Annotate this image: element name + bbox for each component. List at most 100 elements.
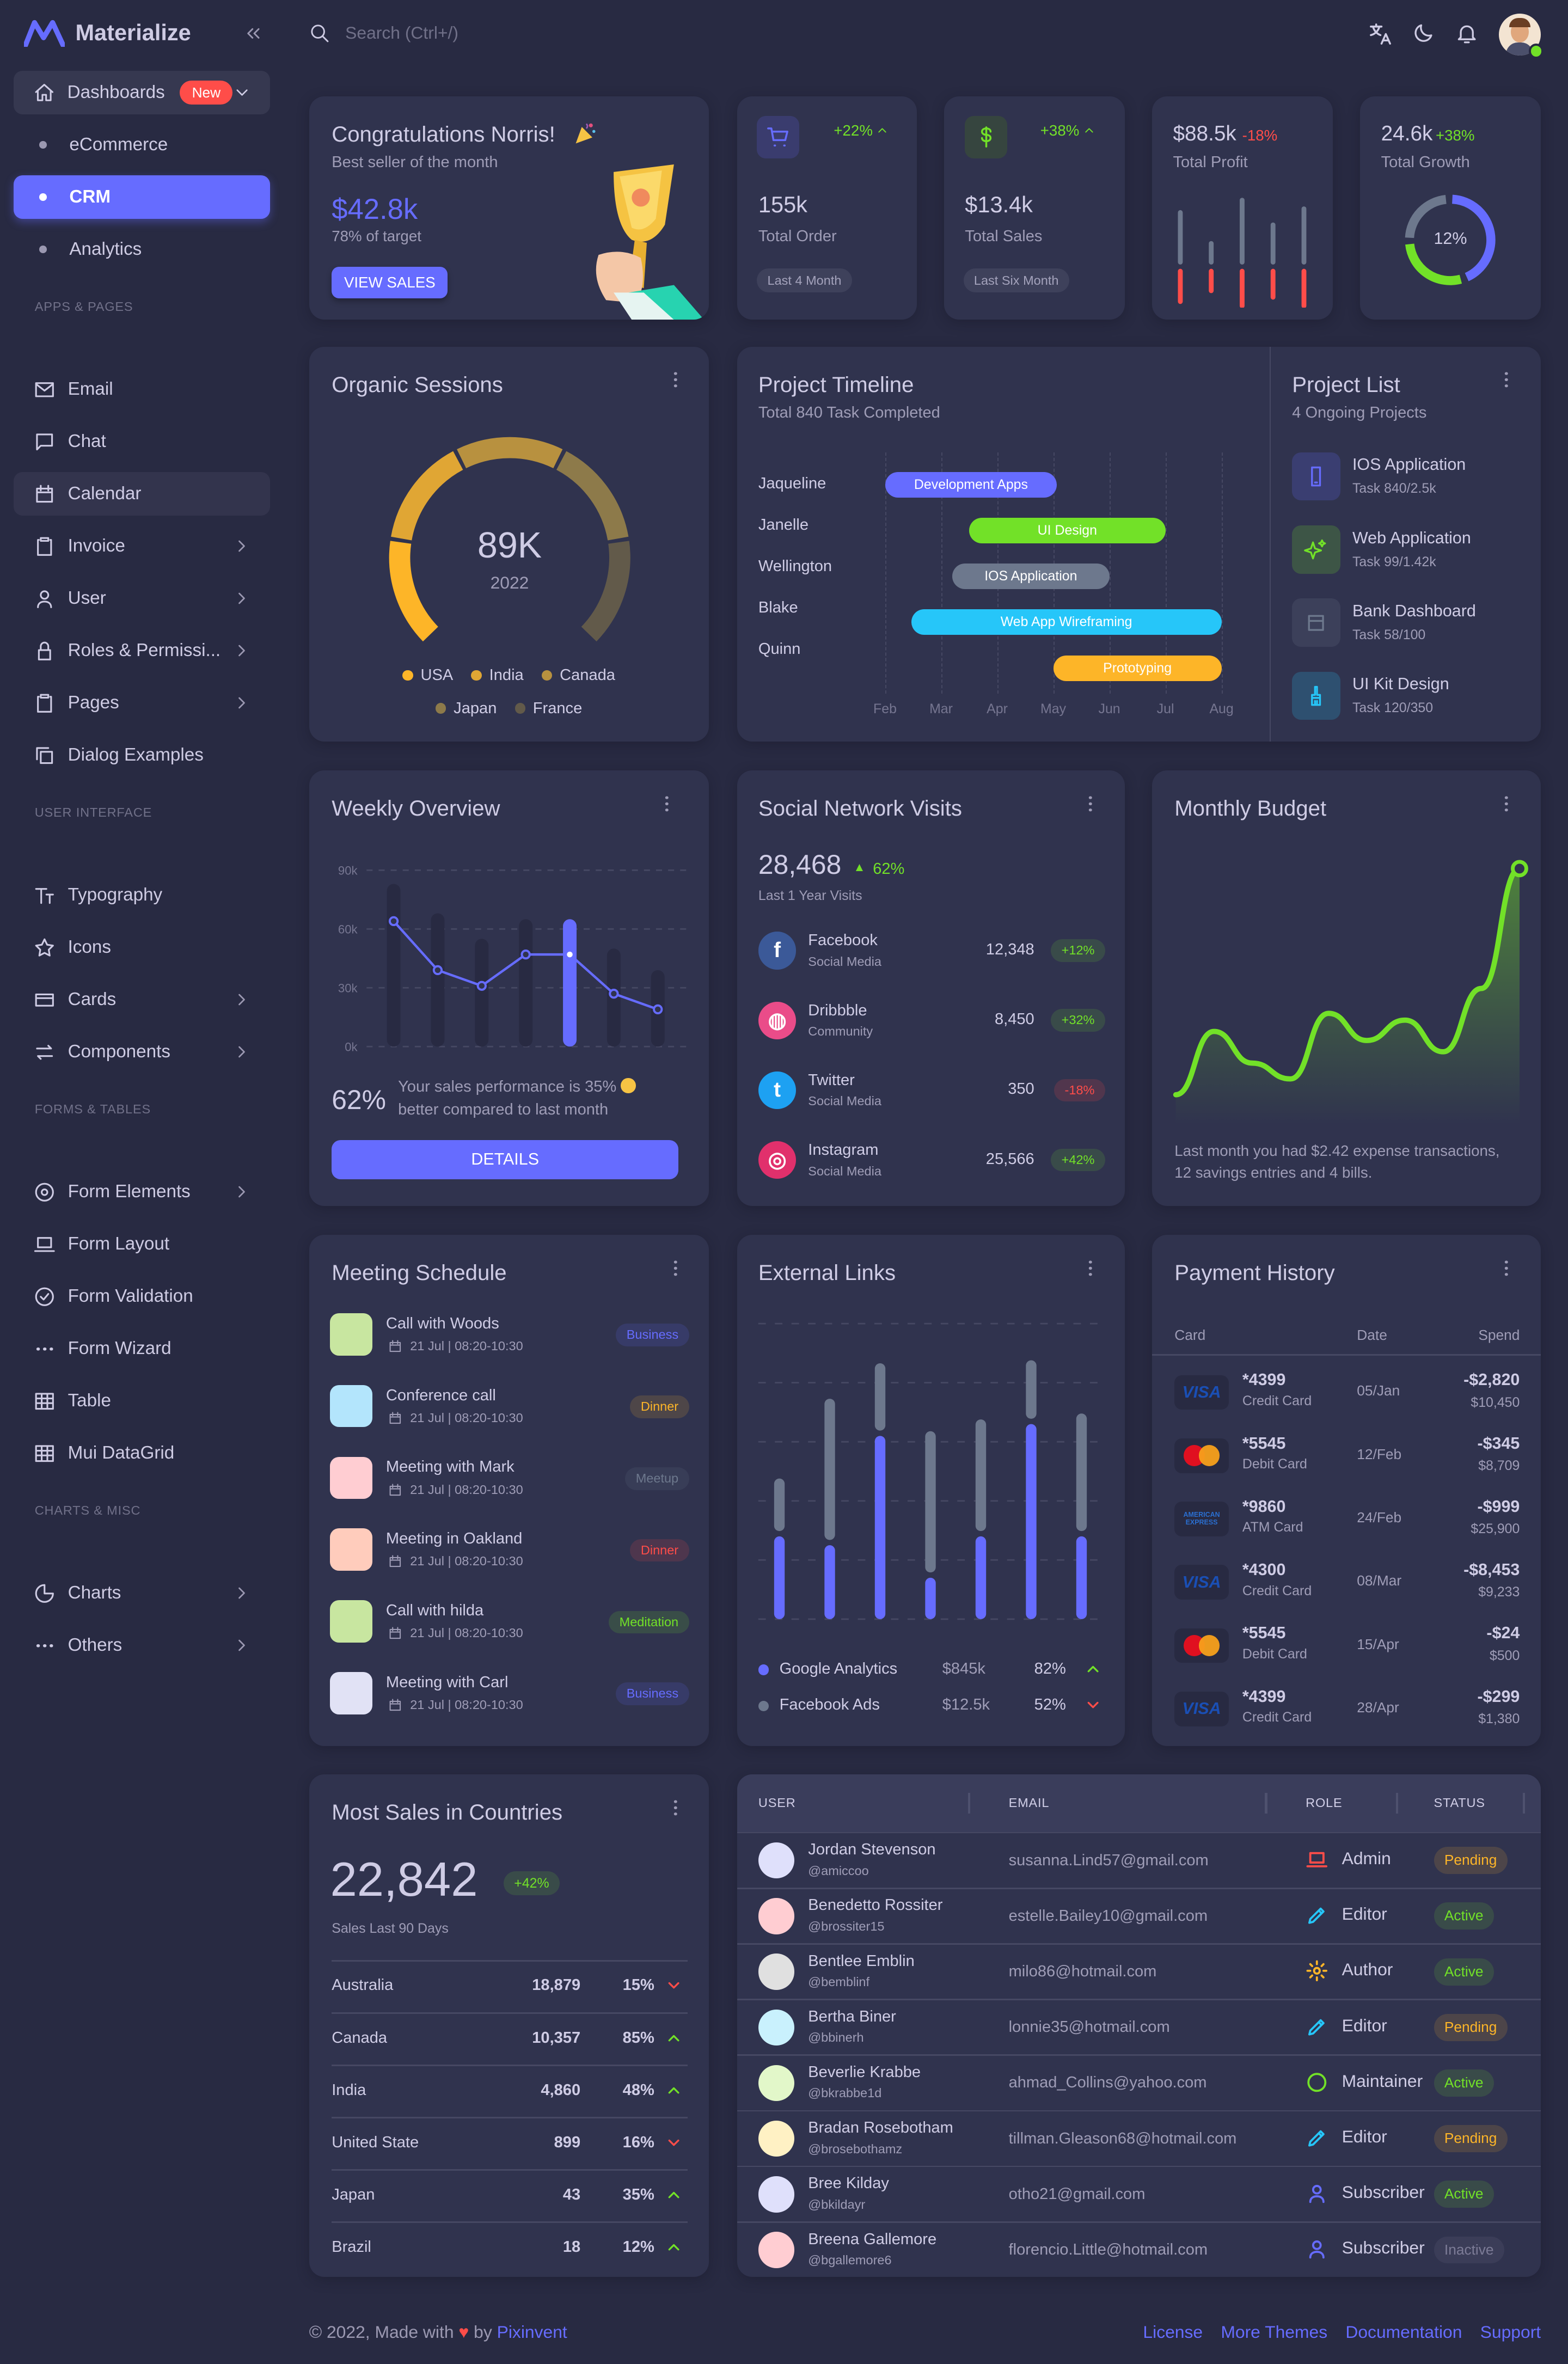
sidebar-item-crm[interactable]: CRM	[13, 175, 270, 219]
column-resize-handle[interactable]	[967, 1792, 970, 1814]
sidebar-item-ecommerce[interactable]: eCommerce	[14, 123, 270, 167]
details-button[interactable]: DETAILS	[332, 1140, 679, 1179]
table-row[interactable]: Jordan Stevenson @amiccoo susanna.Lind57@g…	[737, 1833, 1541, 1888]
sidebar-item-cards[interactable]: Cards	[14, 978, 270, 1021]
sidebar-item-label: Dashboards	[67, 82, 165, 103]
sidebar-item-dialog-examples[interactable]: Dialog Examples	[14, 733, 270, 777]
license-link[interactable]: License	[1143, 2322, 1203, 2342]
more-options-icon[interactable]	[665, 1797, 686, 1818]
country-row: Canada 10,357 85%	[332, 2028, 688, 2051]
calendar-icon	[388, 1698, 403, 1713]
card-brand-logo-visa: VISA	[1174, 1692, 1229, 1726]
meeting-item[interactable]: Meeting with Mark 21 Jul | 08:20-10:30 Mee…	[330, 1456, 689, 1502]
sidebar-item-form-wizard[interactable]: Form Wizard	[14, 1327, 270, 1370]
project-title: Bank Dashboard	[1352, 601, 1476, 620]
table-row[interactable]: Bradan Rosebotham @brosebothamz tillman.Gl…	[737, 2111, 1541, 2166]
search-icon[interactable]	[309, 23, 330, 44]
timeline-bar[interactable]: Prototyping	[1053, 655, 1222, 681]
legend-label: USA	[420, 666, 454, 684]
meeting-item[interactable]: Meeting with Carl 21 Jul | 08:20-10:30 Bus…	[330, 1672, 689, 1717]
table-row[interactable]: Breena Gallemore @bgallemore6 florencio.Li…	[737, 2223, 1541, 2277]
more-options-icon[interactable]	[1496, 1258, 1517, 1279]
sidebar-item-components[interactable]: Components	[14, 1030, 270, 1074]
meeting-item[interactable]: Call with Woods 21 Jul | 08:20-10:30 Busin…	[330, 1313, 689, 1358]
calendar-icon	[388, 1626, 403, 1641]
column-header-email[interactable]: EMAIL	[1008, 1796, 1050, 1810]
card-type: Debit Card	[1242, 1646, 1307, 1662]
sidebar-item-chat[interactable]: Chat	[14, 420, 270, 463]
sidebar-item-dashboards[interactable]: Dashboards New	[13, 71, 270, 115]
sidebar-item-mui-datagrid[interactable]: Mui DataGrid	[14, 1431, 270, 1475]
sidebar-item-form-layout[interactable]: Form Layout	[14, 1222, 270, 1266]
table-row[interactable]: Bree Kilday @bkildayr otho21@gmail.com Subs…	[737, 2167, 1541, 2221]
meeting-item[interactable]: Call with hilda 21 Jul | 08:20-10:30 Medit…	[330, 1600, 689, 1645]
sidebar-item-email[interactable]: Email	[14, 368, 270, 411]
social-sub: Social Media	[808, 1094, 881, 1108]
sidebar-item-form-elements[interactable]: Form Elements	[14, 1170, 270, 1214]
view-sales-button[interactable]: VIEW SALES	[332, 267, 448, 299]
sidebar-item-analytics[interactable]: Analytics	[14, 228, 270, 271]
table-row[interactable]: Bentlee Emblin @bemblinf milo86@hotmail.co…	[737, 1945, 1541, 1999]
moon-icon[interactable]	[1411, 21, 1435, 45]
column-resize-handle[interactable]	[1522, 1792, 1526, 1814]
countries-total: 22,842	[330, 1852, 478, 1906]
bell-icon[interactable]	[1455, 21, 1479, 45]
sidebar-item-user[interactable]: User	[14, 577, 270, 620]
more-options-icon[interactable]	[665, 1258, 686, 1279]
sidebar-item-invoice[interactable]: Invoice	[14, 524, 270, 568]
more-options-icon[interactable]	[1496, 369, 1517, 390]
user-role: Author	[1342, 1959, 1393, 1980]
timeline-bar[interactable]: Development Apps	[885, 471, 1057, 498]
more-themes-link[interactable]: More Themes	[1221, 2322, 1328, 2342]
timeline-bar[interactable]: UI Design	[969, 517, 1166, 543]
column-header-status[interactable]: STATUS	[1434, 1796, 1485, 1810]
more-options-icon[interactable]	[656, 793, 677, 814]
more-options-icon[interactable]	[1080, 1258, 1101, 1279]
sidebar-item-pages[interactable]: Pages	[14, 681, 270, 725]
pencil-icon	[1306, 1904, 1328, 1927]
status-badge: Inactive	[1434, 2236, 1504, 2264]
avatar	[758, 2065, 795, 2102]
sidebar-item-table[interactable]: Table	[14, 1379, 270, 1423]
sidebar-item-roles-permissi[interactable]: Roles & Permissi...	[14, 629, 270, 672]
column-header-role[interactable]: ROLE	[1306, 1796, 1343, 1810]
sidebar-item-icons[interactable]: Icons	[14, 926, 270, 969]
weekly-text-2: better compared to last month	[398, 1100, 609, 1118]
project-list-item[interactable]: Web Application Task 99/1.42k	[1292, 525, 1533, 577]
search-input[interactable]: Search (Ctrl+/)	[345, 22, 458, 42]
timeline-bar[interactable]: IOS Application	[952, 564, 1110, 590]
timeline-bar[interactable]: Web App Wireframing	[911, 609, 1222, 635]
column-header-user[interactable]: USER	[758, 1796, 796, 1810]
more-options-icon[interactable]	[1080, 793, 1101, 814]
column-resize-handle[interactable]	[1265, 1792, 1267, 1814]
card-brand-logo-mastercard	[1174, 1438, 1229, 1473]
sidebar-item-charts[interactable]: Charts	[14, 1571, 270, 1615]
weekly-point	[608, 988, 619, 999]
collapse-sidebar-icon[interactable]	[243, 23, 264, 44]
project-list-item[interactable]: Bank Dashboard Task 58/100	[1292, 598, 1533, 650]
table-row[interactable]: Beverlie Krabbe @bkrabbe1d ahmad_Collins@y…	[737, 2056, 1541, 2110]
sidebar-item-calendar[interactable]: Calendar	[13, 472, 270, 516]
more-options-icon[interactable]	[1496, 793, 1517, 814]
sidebar-item-form-validation[interactable]: Form Validation	[14, 1275, 270, 1318]
table-row[interactable]: Benedetto Rossiter @brossiter15 estelle.Ba…	[737, 1889, 1541, 1944]
column-resize-handle[interactable]	[1396, 1792, 1399, 1814]
documentation-link[interactable]: Documentation	[1345, 2322, 1462, 2342]
more-options-icon[interactable]	[665, 369, 686, 390]
project-list-item[interactable]: UI Kit Design Task 120/350	[1292, 671, 1533, 723]
meeting-title: Meeting with Carl	[385, 1673, 509, 1691]
status-badge: Active	[1434, 1958, 1494, 1986]
country-value: 18,879	[532, 1976, 581, 1994]
support-link[interactable]: Support	[1480, 2322, 1541, 2342]
sidebar-item-typography[interactable]: Typography	[14, 873, 270, 917]
user-handle: @bkrabbe1d	[808, 2086, 882, 2100]
pixinvent-link[interactable]: Pixinvent	[497, 2322, 567, 2342]
meeting-item[interactable]: Conference call 21 Jul | 08:20-10:30 Dinne…	[330, 1385, 689, 1430]
sidebar-item-others[interactable]: Others	[14, 1624, 270, 1667]
clipboard-icon	[33, 692, 56, 715]
project-list-item[interactable]: IOS Application Task 840/2.5k	[1292, 452, 1533, 504]
meeting-item[interactable]: Meeting in Oakland 21 Jul | 08:20-10:30 Di…	[330, 1528, 689, 1573]
card-type: Credit Card	[1242, 1393, 1312, 1408]
translate-icon[interactable]	[1368, 21, 1393, 47]
table-row[interactable]: Bertha Biner @bbinerh lonnie35@hotmail.com…	[737, 2000, 1541, 2055]
